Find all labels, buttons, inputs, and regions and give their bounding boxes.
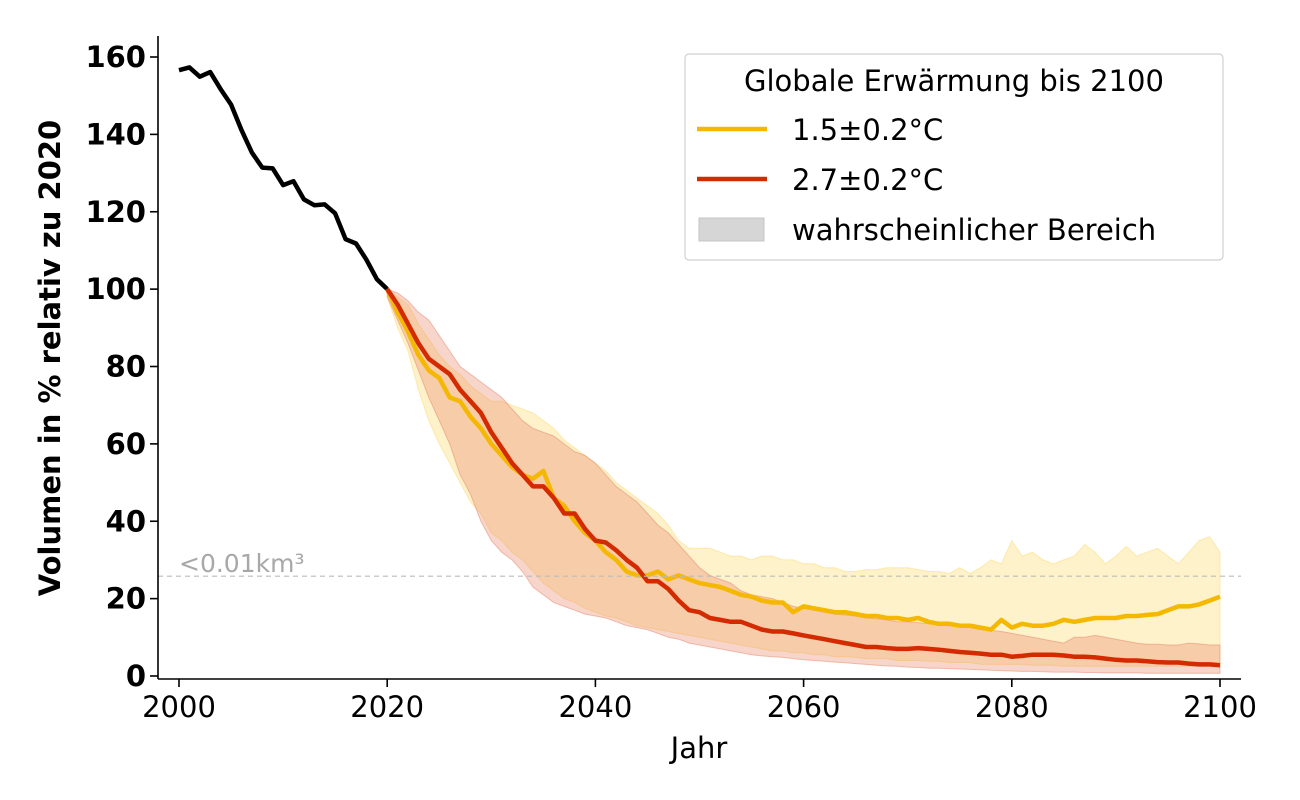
y-tick-label: 120	[85, 195, 146, 229]
y-tick-label: 140	[85, 117, 146, 151]
y-tick-label: 100	[85, 272, 146, 306]
y-tick-label: 20	[106, 582, 146, 616]
y-tick-label: 40	[106, 504, 146, 538]
x-tick-label: 2000	[142, 690, 216, 724]
legend-label-1-5c: 1.5±0.2°C	[792, 113, 943, 147]
x-tick-label: 2080	[975, 690, 1049, 724]
x-tick-label: 2020	[350, 690, 424, 724]
legend-frame	[684, 53, 1224, 261]
band-2-7c-likely-range	[386, 288, 1221, 674]
line-observed	[178, 65, 389, 291]
reference-line-label: <0.01km³	[179, 549, 304, 578]
x-axis-ticks: 2000 2020 2040 2060 2080 2100	[142, 679, 1257, 724]
x-tick-label: 2040	[558, 690, 632, 724]
y-tick-label: 60	[106, 427, 146, 461]
x-axis-title: Jahr	[669, 731, 728, 765]
legend: Globale Erwärmung bis 2100 1.5±0.2°C 2.7…	[684, 53, 1224, 261]
x-tick-label: 2060	[767, 690, 841, 724]
y-axis-ticks: 0 20 40 60 80 100 120 140 160	[85, 40, 158, 693]
series-lines	[178, 65, 1221, 668]
legend-title: Globale Erwärmung bis 2100	[744, 64, 1164, 98]
y-tick-label: 0	[126, 659, 146, 693]
y-tick-label: 160	[85, 40, 146, 74]
legend-label-2-7c: 2.7±0.2°C	[792, 163, 943, 197]
y-tick-label: 80	[106, 350, 146, 384]
legend-label-likely-range: wahrscheinlicher Bereich	[792, 213, 1156, 247]
line-2-7c	[385, 287, 1221, 668]
y-axis-title: Volumen in % relativ zu 2020	[33, 120, 67, 596]
confidence-bands	[386, 288, 1221, 674]
x-tick-label: 2100	[1183, 690, 1257, 724]
legend-swatch-likely-range	[698, 217, 765, 242]
